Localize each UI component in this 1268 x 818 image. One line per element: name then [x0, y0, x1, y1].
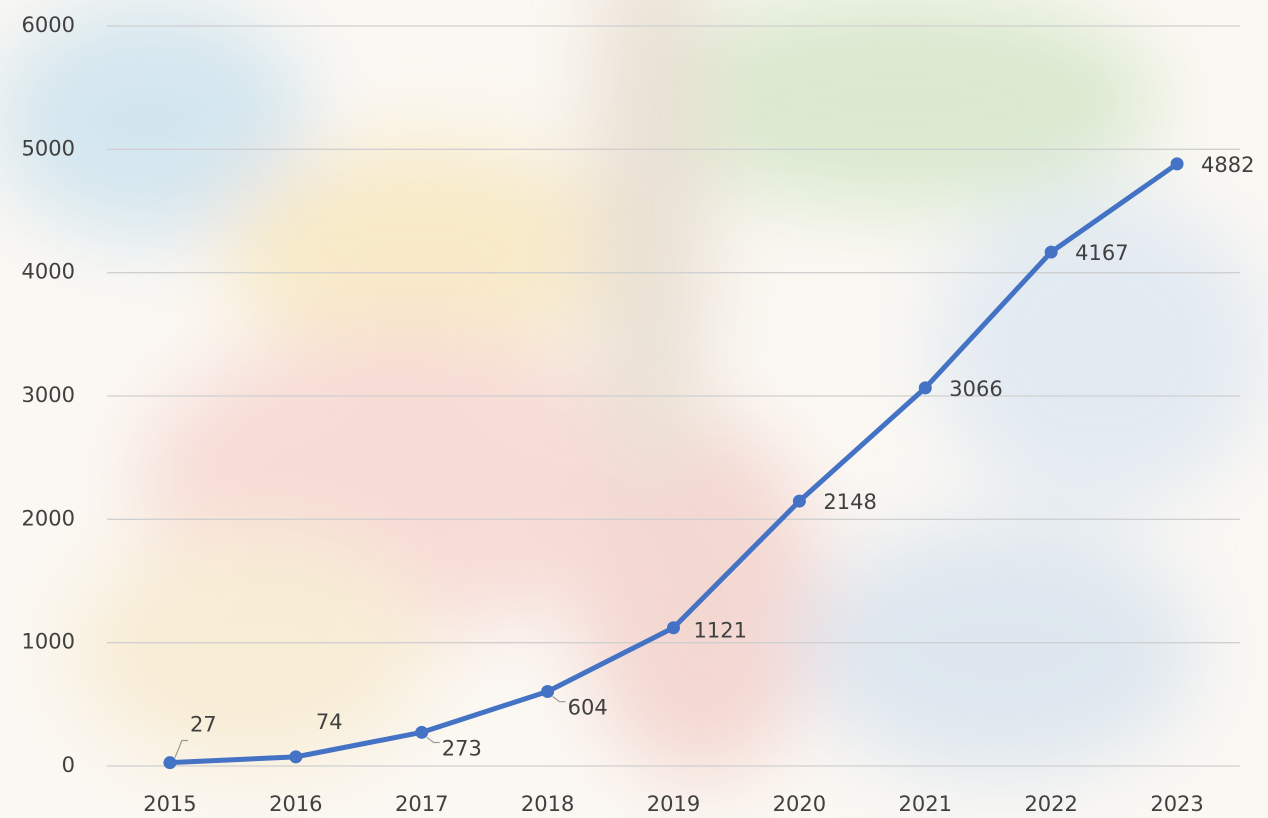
data-label: 273: [442, 736, 482, 760]
data-point: [667, 621, 680, 634]
data-label: 604: [568, 696, 608, 720]
y-tick-label: 4000: [22, 260, 75, 284]
x-tick-label: 2018: [521, 792, 574, 816]
x-tick-label: 2016: [269, 792, 322, 816]
x-tick-label: 2020: [773, 792, 826, 816]
data-label: 1121: [694, 619, 747, 643]
y-tick-label: 1000: [22, 630, 75, 654]
x-tick-label: 2023: [1150, 792, 1203, 816]
y-tick-label: 3000: [22, 383, 75, 407]
data-point: [289, 750, 302, 763]
data-point: [793, 495, 806, 508]
y-tick-label: 6000: [22, 13, 75, 37]
data-label: 4882: [1201, 153, 1254, 177]
data-point: [1171, 157, 1184, 170]
x-tick-label: 2015: [143, 792, 196, 816]
data-point: [1045, 246, 1058, 259]
y-tick-label: 2000: [22, 506, 75, 530]
data-label: 2148: [823, 490, 876, 514]
chart: 0 1000 2000 3000 4000 5000 6000 2015 2016 2017 201…: [0, 0, 1268, 818]
x-tick-label: 2017: [395, 792, 448, 816]
data-label: 4167: [1075, 241, 1128, 265]
y-tick-label: 0: [62, 753, 75, 777]
x-tick-label: 2022: [1024, 792, 1077, 816]
y-tick-label: 5000: [22, 136, 75, 160]
x-tick-label: 2021: [899, 792, 952, 816]
data-label: 27: [190, 713, 217, 737]
data-label: 3066: [949, 377, 1002, 401]
data-point: [541, 685, 554, 698]
data-point: [919, 381, 932, 394]
data-point: [163, 756, 176, 769]
data-label: 74: [316, 710, 343, 734]
data-point: [415, 726, 428, 739]
page: 0 1000 2000 3000 4000 5000 6000 2015 2016 2017 201…: [0, 0, 1268, 818]
x-tick-label: 2019: [647, 792, 700, 816]
